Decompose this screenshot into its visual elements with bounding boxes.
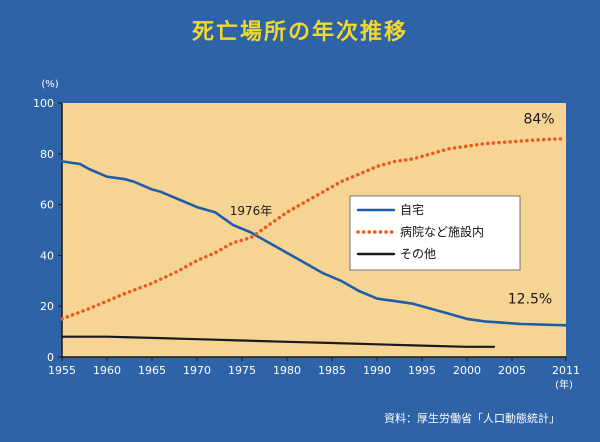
x-tick-label: 1985 [318, 364, 346, 377]
annotation-label: 84% [523, 111, 554, 127]
y-unit-label: (%) [41, 79, 58, 90]
legend-label-3: その他 [400, 247, 436, 261]
legend-label-2: 病院など施設内 [400, 224, 484, 239]
y-tick-label: 0 [47, 351, 54, 364]
legend-label-1: 自宅 [400, 202, 424, 217]
x-tick-label: 1970 [183, 364, 211, 377]
y-tick-label: 20 [40, 300, 54, 313]
x-unit-label: (年) [555, 378, 573, 391]
x-tick-label: 1955 [48, 364, 76, 377]
y-tick-label: 60 [40, 199, 54, 212]
x-tick-label: 1965 [138, 364, 166, 377]
series-line-3 [60, 335, 496, 348]
x-tick-label: 1960 [93, 364, 121, 377]
source-note: 資料：厚生労働省「人口動態統計」 [384, 412, 560, 425]
x-tick-label: 1980 [273, 364, 301, 377]
annotation-label: 12.5% [508, 292, 552, 308]
series-line-2 [60, 136, 568, 321]
legend-box [349, 195, 521, 271]
annotation-label: 1976年 [230, 204, 273, 218]
x-tick-label: 2000 [453, 364, 481, 377]
series-line-1 [60, 160, 568, 327]
y-tick-label: 40 [40, 249, 54, 262]
x-tick-label: 2011 [552, 364, 580, 377]
x-tick-label: 1995 [408, 364, 436, 377]
chart-title: 死亡場所の年次推移 [191, 20, 408, 45]
x-tick-label: 2005 [498, 364, 526, 377]
y-tick-label: 80 [40, 148, 54, 161]
x-tick-label: 1975 [228, 364, 256, 377]
y-tick-label: 100 [33, 97, 54, 110]
x-tick-label: 1990 [363, 364, 391, 377]
